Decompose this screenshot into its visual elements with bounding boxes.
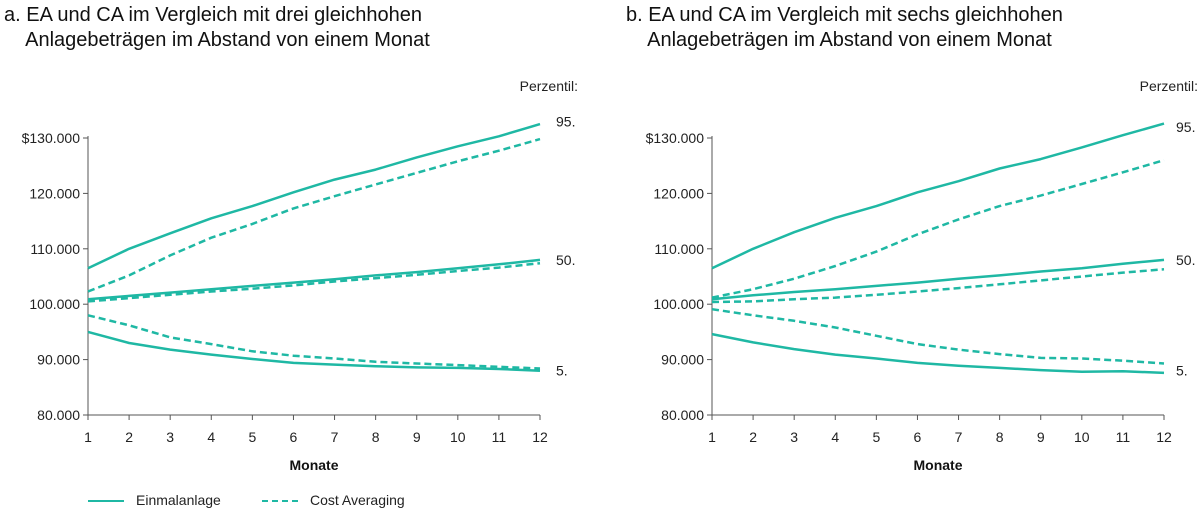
chart-b-line-lump-sum-p50 (711, 258, 1165, 301)
chart-b-x-tick-label: 1 (708, 429, 716, 445)
chart-b-x-tick-label: 11 (1116, 429, 1131, 445)
chart-a-percentile-label: 50. (556, 252, 575, 268)
chart-b-percentile-label: 95. (1176, 119, 1195, 135)
chart-a-x-tick-label: 1 (84, 429, 92, 445)
chart-a-y-tick-label: 100.000 (29, 296, 80, 312)
chart-b-y-tick-label: 110.000 (654, 241, 704, 257)
chart-b-line-cost-averaging-p95 (711, 159, 1165, 299)
chart-b-x-tick-label: 8 (996, 429, 1004, 445)
legend-solid-line-swatch (88, 500, 124, 503)
chart-b-y-tick-label: 120.000 (653, 185, 704, 201)
chart-a-line-cost-averaging-p50 (87, 261, 541, 303)
chart-a-x-tick-label: 8 (372, 429, 380, 445)
chart-b-y-tick-label: 80.000 (661, 407, 704, 423)
chart-b-y-tick-label: 100.000 (653, 296, 704, 312)
chart-b-percentile-label: 5. (1176, 363, 1188, 379)
chart-b-x-tick-label: 9 (1037, 429, 1045, 445)
chart-a-x-tick-label: 11 (492, 429, 507, 445)
chart-b-line-lump-sum-p5 (711, 332, 1165, 375)
chart-b-x-tick-label: 10 (1074, 429, 1090, 445)
chart-b-x-tick-label: 12 (1156, 429, 1172, 445)
chart-b-y-tick-label: 90.000 (661, 352, 704, 368)
legend-lump-sum: Einmalanlage (88, 492, 221, 508)
chart-b-x-tick-label: 5 (872, 429, 880, 445)
chart-a-line-lump-sum-p50 (87, 258, 541, 301)
chart-a-y-tick-label: 110.000 (30, 241, 80, 257)
chart-b-title: b. EA und CA im Vergleich mit sechs glei… (626, 4, 1063, 51)
legend-cost-averaging: Cost Averaging (262, 492, 405, 508)
chart-a-x-axis-label: Monate (290, 457, 339, 473)
legend-lump-sum-label: Einmalanlage (136, 492, 221, 508)
chart-a-plot: 80.000 90.000 100.000 110.000 120.000 $130.00… (22, 78, 578, 473)
chart-a-line-lump-sum-p95 (87, 122, 541, 270)
chart-a-x-tick-label: 12 (532, 429, 548, 445)
chart-a-x-tick-label: 9 (413, 429, 421, 445)
chart-a-x-tick-label: 6 (290, 429, 298, 445)
chart-a-percentile-header: Perzentil: (520, 78, 578, 94)
chart-b-x-axis-label: Monate (914, 457, 963, 473)
chart-a-x-tick-label: 3 (166, 429, 174, 445)
chart-a-x-tick-label: 2 (125, 429, 133, 445)
chart-b-x-tick-label: 3 (790, 429, 798, 445)
chart-a-y-tick-label: 90.000 (37, 352, 80, 368)
chart-b-percentile-label: 50. (1176, 252, 1195, 268)
chart-a-percentile-label: 95. (556, 113, 575, 129)
chart-a-y-tick-label: 80.000 (37, 407, 80, 423)
chart-a-x-tick-label: 10 (450, 429, 466, 445)
chart-a-y-tick-label: $130.000 (22, 130, 81, 146)
chart-a-x-tick-label: 4 (207, 429, 215, 445)
legend-dashed-line-swatch (262, 500, 298, 503)
chart-b-percentile-header: Perzentil: (1140, 78, 1198, 94)
chart-b-x-tick-label: 6 (914, 429, 922, 445)
chart-b-x-tick-label: 2 (749, 429, 757, 445)
chart-a-line-lump-sum-p5 (87, 330, 541, 372)
chart-a-y-tick-label: 120.000 (29, 185, 80, 201)
chart-b-y-tick-label: $130.000 (646, 130, 705, 146)
chart-a-percentile-label: 5. (556, 363, 568, 379)
legend-cost-averaging-label: Cost Averaging (310, 492, 405, 508)
chart-a-x-tick-label: 5 (248, 429, 256, 445)
chart-b-plot: 80.000 90.000 100.000 110.000 120.000 $130.00… (646, 78, 1198, 473)
chart-b-line-cost-averaging-p50 (711, 268, 1165, 304)
chart-a-x-tick-label: 7 (331, 429, 339, 445)
chart-b-line-lump-sum-p95 (711, 122, 1165, 270)
chart-b-x-tick-label: 7 (955, 429, 963, 445)
chart-b-line-cost-averaging-p5 (711, 307, 1165, 365)
chart-a-line-cost-averaging-p95 (87, 137, 541, 293)
chart-a-line-cost-averaging-p5 (87, 314, 541, 370)
chart-b-x-tick-label: 4 (831, 429, 839, 445)
chart-a-title: a. EA und CA im Vergleich mit drei gleic… (4, 4, 430, 51)
